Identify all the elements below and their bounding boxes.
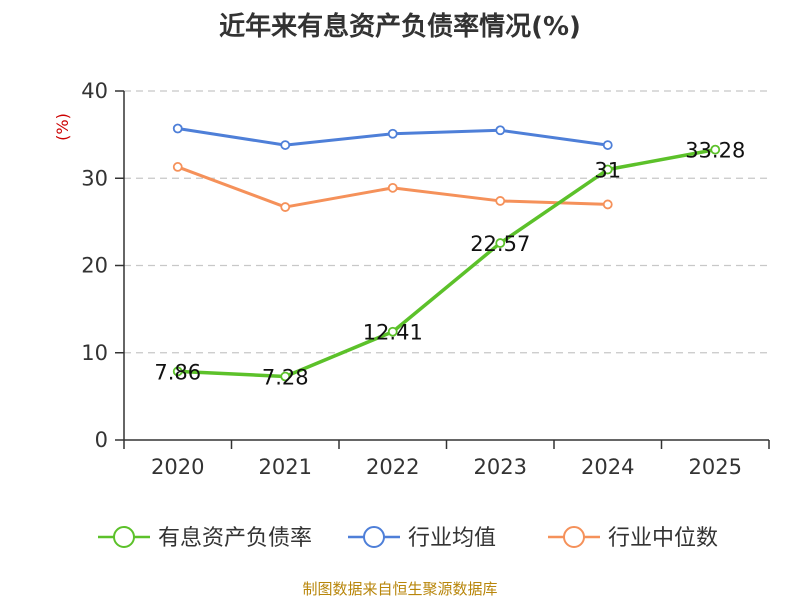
data-point: [387, 326, 398, 337]
legend-marker: [113, 526, 135, 548]
x-tick-label: 2025: [689, 455, 742, 479]
x-tick-label: 2020: [151, 455, 204, 479]
data-point: [495, 238, 506, 248]
data-point: [495, 196, 506, 206]
legend: 有息资产负债率 行业均值 行业中位数: [98, 526, 718, 551]
data-point: [280, 371, 291, 382]
y-tick-label: 10: [81, 341, 108, 365]
data-label: 7.28: [262, 365, 309, 389]
chart-title: 近年来有息资产负债率情况(%): [219, 12, 581, 42]
data-label: 22.57: [470, 232, 530, 256]
series-line: [176, 147, 717, 379]
data-label: 7.86: [154, 360, 201, 384]
x-tick-label: 2021: [259, 455, 312, 479]
x-tick-label: 2023: [474, 455, 527, 479]
x-tick-label: 2024: [581, 455, 634, 479]
legend-label: 有息资产负债率: [158, 526, 312, 551]
data-point: [172, 366, 183, 377]
data-point: [280, 140, 291, 150]
grid-lines: [124, 90, 769, 354]
data-point: [172, 123, 183, 134]
legend-label: 行业均值: [408, 526, 496, 551]
axes: 0 10 20 30 40 2020 2021 2022 2023 2024 2025: [81, 79, 770, 479]
data-label: 12.41: [363, 321, 423, 345]
data-point: [387, 128, 398, 139]
source-note: 制图数据来自恒生聚源数据库: [302, 580, 498, 598]
y-axis-label: (%): [53, 113, 72, 141]
y-tick-label: 30: [81, 166, 108, 190]
data-label: 31: [594, 159, 621, 183]
data-point: [387, 182, 398, 193]
y-tick-label: 20: [81, 254, 108, 278]
x-tick-label: 2022: [366, 455, 419, 479]
y-tick-label: 40: [81, 79, 108, 103]
y-tick-label: 0: [95, 428, 108, 452]
data-labels: 7.86 7.28 12.41 22.57 31 33.28: [154, 139, 745, 390]
data-point: [710, 144, 721, 155]
data-label: 33.28: [685, 139, 745, 163]
data-point: [495, 125, 506, 136]
series: [172, 123, 721, 382]
data-point: [602, 164, 613, 175]
legend-label: 行业中位数: [608, 526, 718, 551]
data-point: [602, 199, 613, 210]
legend-marker: [563, 526, 585, 548]
legend-marker: [363, 526, 385, 548]
data-point: [280, 202, 291, 212]
data-point: [172, 162, 183, 172]
data-point: [602, 140, 613, 150]
